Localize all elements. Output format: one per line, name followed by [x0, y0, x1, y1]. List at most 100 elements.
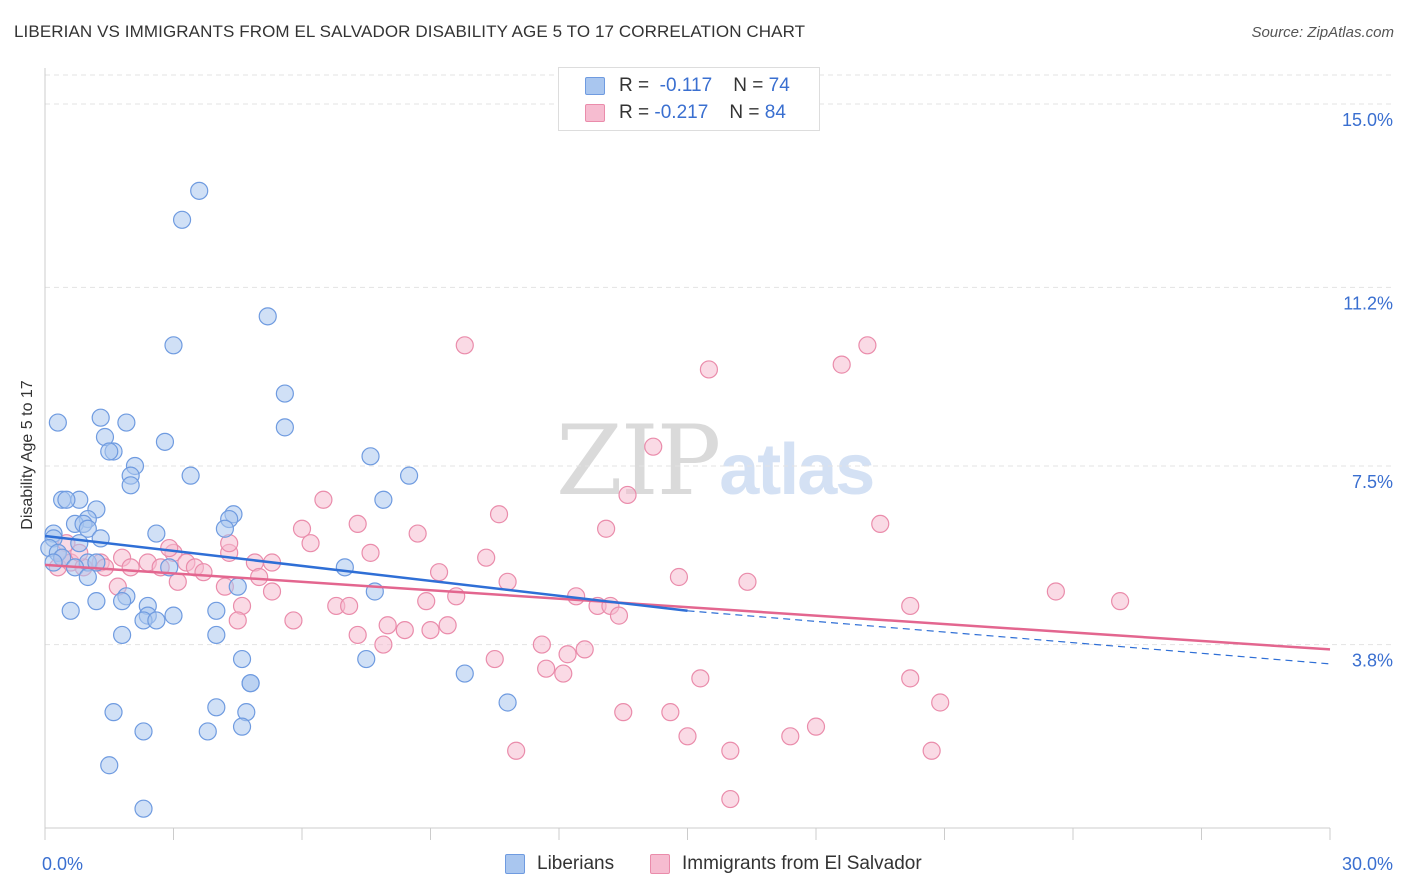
trend-line-liberians-extension: [687, 610, 1331, 665]
data-point-el-salvador: [609, 606, 629, 625]
data-point-el-salvador: [489, 505, 509, 524]
data-point-el-salvador: [348, 514, 367, 534]
legend-n-label: N =: [729, 102, 760, 123]
data-point-liberian: [181, 466, 200, 485]
data-point-el-salvador: [378, 616, 397, 635]
data-point-el-salvador: [348, 625, 367, 645]
data-point-el-salvador: [931, 693, 950, 712]
legend-swatch-pink: [585, 104, 605, 122]
data-point-el-salvador: [644, 437, 663, 456]
data-point-el-salvador: [395, 620, 414, 640]
data-point-el-salvador: [691, 669, 710, 688]
data-point-liberian: [100, 442, 119, 461]
data-point-liberian: [335, 558, 354, 577]
data-point-el-salvador: [661, 703, 680, 722]
chart-source: Source: ZipAtlas.com: [1251, 24, 1394, 41]
data-point-liberian: [70, 534, 89, 553]
data-point-liberian: [455, 664, 474, 683]
data-point-liberian: [117, 413, 136, 432]
data-point-el-salvador: [558, 645, 577, 664]
data-point-el-salvador: [614, 703, 633, 722]
data-point-el-salvador: [575, 640, 594, 659]
data-point-el-salvador: [438, 616, 457, 635]
data-point-el-salvador: [554, 664, 573, 683]
y-axis-label: Disability Age 5 to 17: [19, 380, 36, 530]
data-point-el-salvador: [1111, 592, 1130, 611]
y-tick-label: 7.5%: [1352, 472, 1393, 492]
data-point-el-salvador: [429, 563, 449, 582]
bottom-swatch-pink: [650, 854, 670, 874]
legend-n-label: N =: [733, 75, 764, 96]
legend-row-el-salvador: R = -0.217 N = 84: [585, 100, 786, 126]
data-point-el-salvador: [477, 548, 496, 567]
data-point-el-salvador: [421, 620, 440, 640]
trend-layer: [44, 534, 1331, 665]
data-point-liberian: [112, 592, 132, 611]
data-point-liberian: [44, 553, 63, 572]
data-point-el-salvador: [699, 360, 719, 379]
bottom-legend-label: Liberians: [537, 853, 615, 874]
data-point-el-salvador: [597, 519, 616, 538]
data-point-el-salvador: [901, 596, 920, 616]
data-point-el-salvador: [721, 741, 740, 760]
data-point-liberian: [164, 336, 183, 355]
data-point-el-salvador: [314, 490, 333, 509]
data-point-el-salvador: [507, 741, 526, 760]
data-point-el-salvador: [781, 727, 800, 746]
data-point-liberian: [155, 432, 175, 451]
data-point-el-salvador: [832, 355, 851, 374]
zipatlas-watermark: ZIPatlas: [556, 405, 875, 517]
data-point-el-salvador: [922, 741, 941, 760]
data-point-el-salvador: [532, 635, 551, 654]
data-point-liberian: [87, 553, 106, 572]
data-point-el-salvador: [121, 558, 140, 577]
data-point-el-salvador: [301, 534, 320, 553]
data-point-el-salvador: [262, 582, 282, 601]
data-point-liberian: [112, 625, 132, 645]
points-liberians: [40, 181, 517, 818]
data-point-el-salvador: [537, 659, 556, 678]
data-point-liberian: [258, 307, 277, 326]
data-point-liberian: [207, 625, 226, 645]
data-point-liberian: [190, 181, 209, 200]
data-point-liberian: [215, 519, 234, 538]
data-point-el-salvador: [361, 543, 380, 562]
data-point-liberian: [100, 756, 119, 775]
data-point-liberian: [147, 611, 166, 630]
legend-r-label: R =: [619, 75, 650, 96]
data-point-el-salvador: [901, 669, 920, 688]
data-point-liberian: [164, 606, 183, 625]
trend-line-el-salvador: [44, 563, 1331, 651]
bottom-swatch-blue: [505, 854, 525, 874]
data-point-el-salvador: [678, 727, 697, 746]
data-point-liberian: [48, 413, 67, 432]
y-tick-label: 15.0%: [1342, 110, 1393, 130]
data-point-liberian: [57, 490, 76, 509]
data-point-liberian: [498, 693, 517, 712]
data-point-liberian: [91, 408, 110, 427]
data-point-liberian: [198, 722, 217, 741]
data-point-liberian: [357, 649, 376, 669]
data-point-liberian: [61, 601, 80, 620]
data-point-liberian: [147, 524, 166, 543]
y-tick-label: 3.8%: [1352, 651, 1393, 671]
data-point-liberian: [78, 519, 97, 538]
data-point-el-salvador: [858, 336, 877, 355]
data-point-el-salvador: [1046, 582, 1065, 601]
y-tick-label: 11.2%: [1343, 293, 1393, 313]
data-point-liberian: [207, 698, 226, 717]
data-point-el-salvador: [669, 567, 689, 587]
data-point-el-salvador: [485, 649, 504, 669]
data-point-el-salvador: [228, 611, 247, 630]
bottom-legend-el-salvador: Immigrants from El Salvador: [650, 852, 922, 876]
legend-r-value: -0.217: [654, 102, 709, 123]
points-el-salvador: [48, 336, 1130, 809]
data-point-liberian: [207, 601, 226, 620]
x-tick-label: 30.0%: [1342, 854, 1393, 874]
data-point-el-salvador: [160, 538, 179, 558]
axes-layer: [44, 68, 1331, 840]
data-point-el-salvador: [806, 717, 826, 736]
data-point-el-salvador: [618, 485, 637, 505]
bottom-legend-label: Immigrants from El Salvador: [682, 853, 922, 874]
